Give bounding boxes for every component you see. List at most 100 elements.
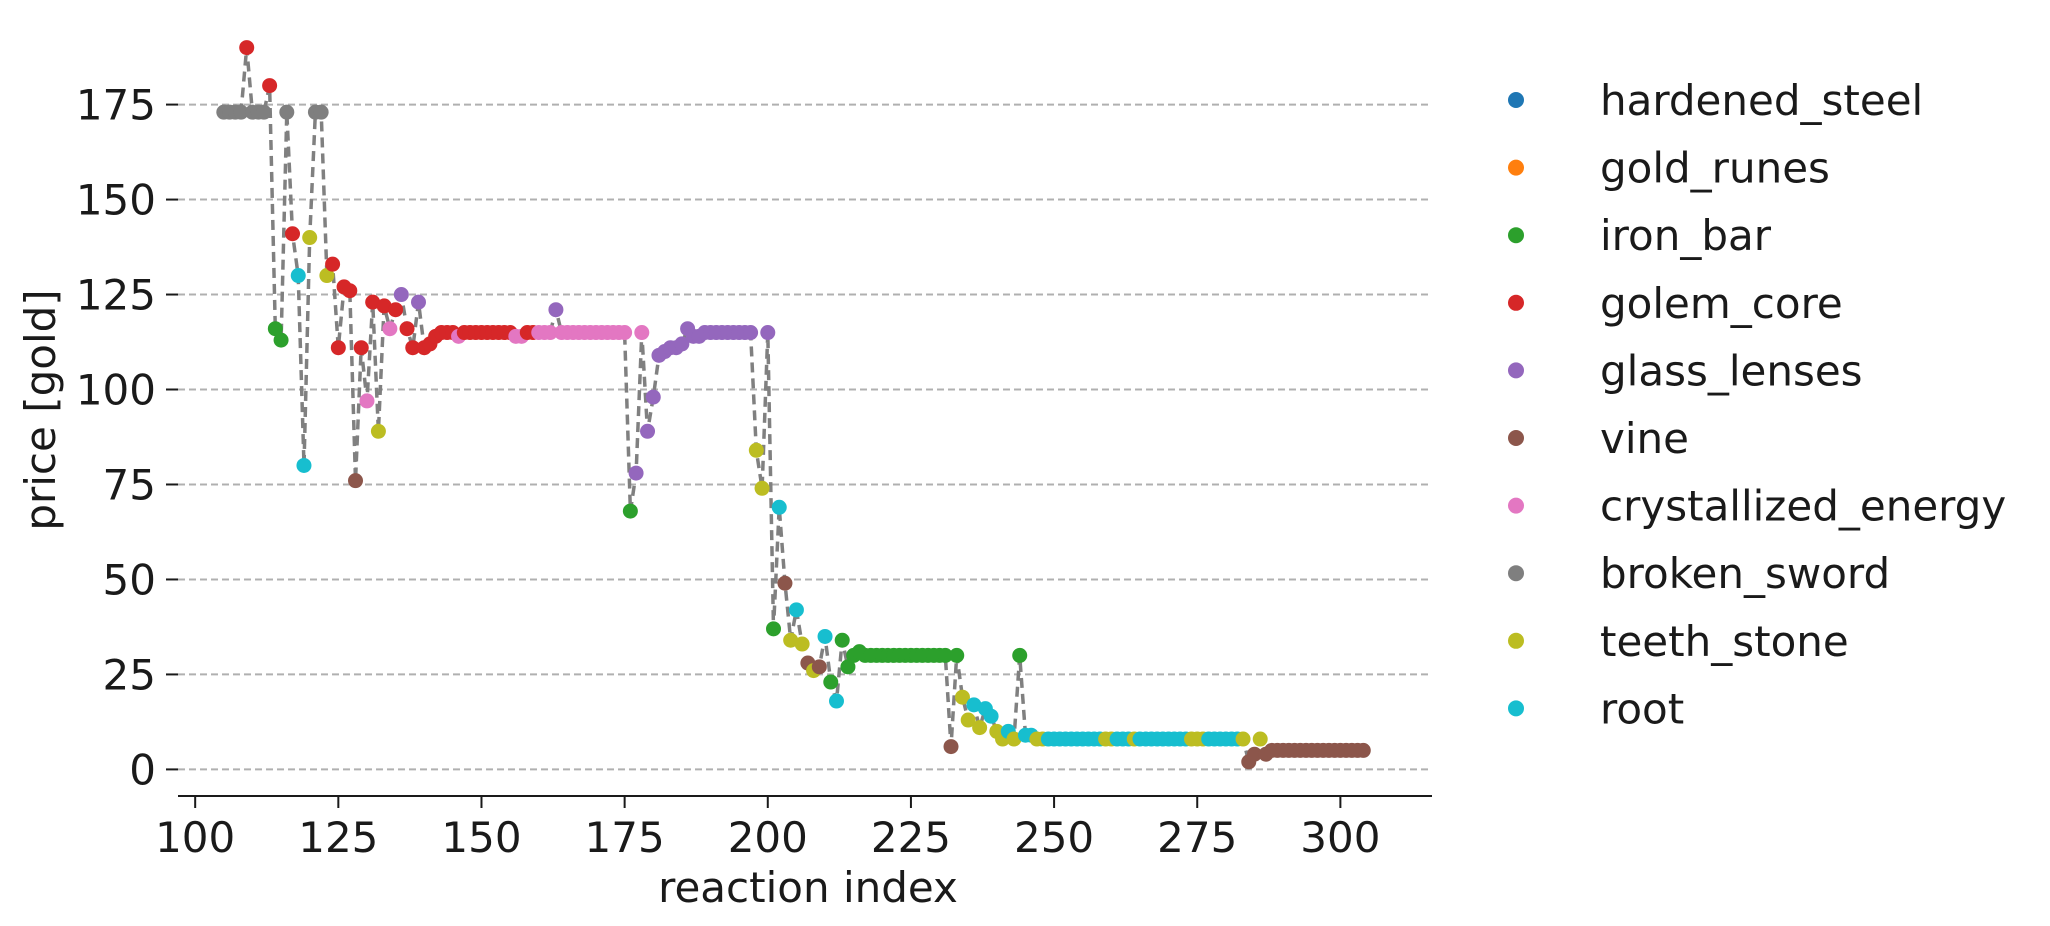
data-point-vine [348, 473, 364, 489]
data-point-golem-core [330, 340, 346, 356]
legend-label-golem-core: golem_core [1600, 279, 1843, 328]
y-tick-label: 0 [129, 745, 156, 794]
legend-marker-iron-bar [1508, 227, 1524, 244]
legend-label-hardened-steel: hardened_steel [1600, 76, 1923, 125]
legend-label-gold-runes: gold_runes [1600, 144, 1830, 193]
data-point-golem-core [262, 78, 278, 94]
legend-label-teeth-stone: teeth_stone [1600, 617, 1849, 666]
data-point-glass-lenses [760, 325, 776, 341]
legend-label-root: root [1600, 684, 1684, 733]
legend-marker-gold-runes [1508, 159, 1524, 176]
data-point-teeth-stone [1006, 731, 1022, 747]
data-point-crystallized-energy [359, 393, 375, 409]
data-point-golem-core [365, 294, 381, 310]
y-tick-label: 100 [76, 366, 156, 415]
data-point-iron-bar [834, 632, 850, 648]
legend-label-glass-lenses: glass_lenses [1600, 346, 1863, 395]
data-point-crystallized-energy [382, 321, 398, 337]
x-tick-label: 275 [1157, 813, 1237, 862]
legend-marker-teeth-stone [1508, 632, 1524, 649]
x-tick-label: 200 [728, 813, 808, 862]
data-point-golem-core [239, 40, 255, 56]
data-point-crystallized-energy [634, 325, 650, 341]
data-point-broken-sword [256, 104, 272, 120]
data-point-crystallized-energy [617, 325, 633, 341]
data-point-teeth-stone [794, 636, 810, 652]
data-point-glass-lenses [645, 389, 661, 405]
data-point-iron-bar [937, 647, 953, 663]
legend-label-iron-bar: iron_bar [1600, 211, 1772, 260]
data-point-golem-core [405, 340, 421, 356]
data-point-golem-core [388, 302, 404, 318]
data-point-iron-bar [273, 332, 289, 348]
data-point-broken-sword [313, 104, 329, 120]
data-point-vine [777, 575, 793, 591]
data-point-glass-lenses [640, 423, 656, 439]
data-point-root [828, 693, 844, 709]
x-tick-label: 150 [441, 813, 521, 862]
data-point-root [966, 697, 982, 713]
data-point-vine [1355, 742, 1371, 758]
data-point-vine [811, 659, 827, 675]
data-point-golem-core [376, 298, 392, 314]
data-point-glass-lenses [743, 325, 759, 341]
y-tick-label: 125 [76, 271, 156, 320]
legend-marker-broken-sword [1508, 565, 1524, 582]
data-point-glass-lenses [548, 302, 564, 318]
data-point-teeth-stone [370, 423, 386, 439]
legend-label-crystallized-energy: crystallized_energy [1600, 482, 2006, 531]
data-point-iron-bar [840, 659, 856, 675]
data-point-teeth-stone [1235, 731, 1251, 747]
data-point-glass-lenses [410, 294, 426, 310]
data-point-golem-core [353, 340, 369, 356]
legend-marker-hardened-steel [1508, 92, 1524, 108]
data-point-teeth-stone [954, 689, 970, 705]
data-point-glass-lenses [674, 336, 690, 352]
x-tick-label: 300 [1300, 813, 1380, 862]
data-point-golem-core [285, 226, 301, 242]
data-point-teeth-stone [1252, 731, 1268, 747]
legend-label-vine: vine [1600, 414, 1689, 463]
data-point-golem-core [399, 321, 415, 337]
data-point-teeth-stone [319, 268, 335, 284]
data-point-root [817, 628, 833, 644]
x-tick-label: 125 [298, 813, 378, 862]
data-point-teeth-stone [783, 632, 799, 648]
data-point-root [296, 457, 312, 473]
data-point-iron-bar [267, 321, 283, 337]
x-axis-label: reaction index [658, 863, 958, 912]
grid-lines [178, 103, 1432, 771]
x-tick-label: 175 [585, 813, 665, 862]
connector-path [223, 47, 1364, 766]
y-tick-label: 50 [103, 555, 156, 604]
data-point-broken-sword [233, 104, 249, 120]
data-point-root [983, 708, 999, 724]
connector-line [223, 47, 1364, 766]
data-point-teeth-stone [748, 442, 764, 458]
data-point-iron-bar [823, 674, 839, 690]
data-point-teeth-stone [302, 230, 318, 246]
data-point-root [788, 602, 804, 618]
data-point-teeth-stone [960, 712, 976, 728]
data-point-iron-bar [766, 621, 782, 637]
data-point-broken-sword [279, 104, 295, 120]
y-tick-label: 25 [103, 650, 156, 699]
data-point-crystallized-energy [542, 325, 558, 341]
data-point-iron-bar [1012, 647, 1028, 663]
y-tick-label: 150 [76, 176, 156, 225]
data-point-iron-bar [949, 647, 965, 663]
data-point-glass-lenses [393, 287, 409, 303]
data-point-root [290, 268, 306, 284]
data-point-vine [943, 739, 959, 755]
legend-marker-glass-lenses [1508, 362, 1524, 379]
legend-marker-root [1508, 700, 1524, 717]
y-axis-label: price [gold] [16, 289, 65, 530]
data-point-glass-lenses [628, 465, 644, 481]
x-tick-label: 250 [1014, 813, 1094, 862]
x-tick-label: 100 [155, 813, 235, 862]
data-points [216, 40, 1371, 770]
y-tick-label: 75 [103, 460, 156, 509]
data-point-teeth-stone [754, 480, 770, 496]
legend-marker-vine [1508, 430, 1524, 446]
